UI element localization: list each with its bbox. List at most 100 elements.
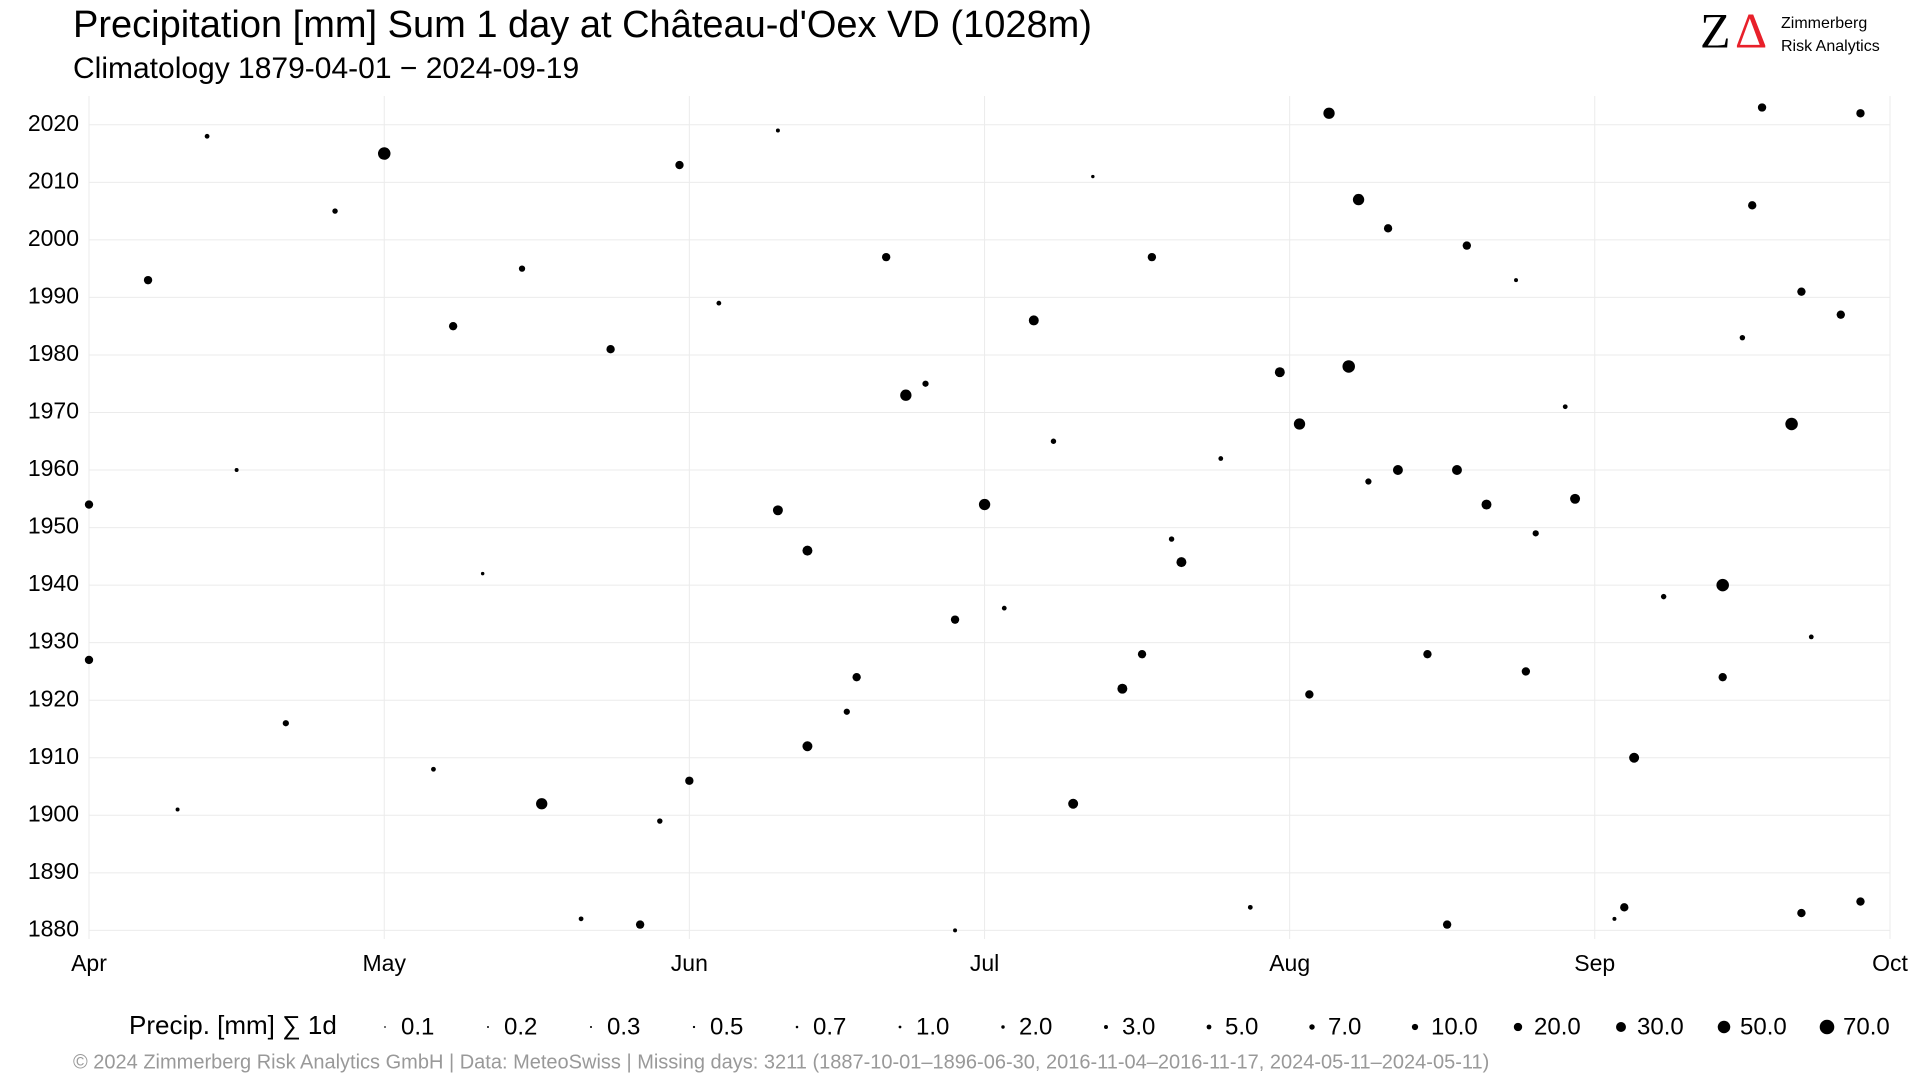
precip-dot	[1001, 605, 1007, 611]
x-tick-label: Apr	[71, 950, 107, 976]
y-tick-label: 2000	[28, 225, 79, 251]
y-tick-label: 2010	[28, 167, 79, 193]
legend-dot	[1104, 1025, 1108, 1029]
precip-dot	[282, 720, 289, 727]
precip-dot	[1836, 310, 1845, 319]
legend-label: 0.3	[607, 1013, 640, 1040]
legend-dot	[898, 1025, 902, 1029]
precip-dot	[536, 798, 548, 810]
y-tick-label: 1950	[28, 513, 79, 539]
precip-dot	[578, 916, 584, 922]
precip-dot	[204, 133, 210, 139]
precip-dot	[852, 673, 861, 682]
precip-dot	[1168, 536, 1175, 542]
legend-dot	[589, 1025, 593, 1029]
precip-dot	[1481, 499, 1492, 510]
precip-dot	[1176, 557, 1187, 568]
precip-dot	[1352, 193, 1365, 206]
precip-dot	[1274, 367, 1285, 378]
y-tick-label: 1910	[28, 743, 79, 769]
precip-dot	[1218, 456, 1224, 461]
precip-dot	[1797, 287, 1806, 296]
precip-dot	[1050, 438, 1057, 444]
y-tick-label: 1990	[28, 282, 79, 308]
legend-label: 50.0	[1740, 1013, 1787, 1040]
chart-title: Precipitation [mm] Sum 1 day at Château-…	[73, 4, 1092, 46]
precip-dot	[881, 252, 891, 262]
precip-dot	[431, 766, 436, 772]
precip-dot	[843, 708, 850, 715]
precip-dot	[1462, 241, 1471, 250]
precip-dot	[675, 160, 684, 170]
precip-dot	[1091, 174, 1095, 179]
x-tick-label: Jun	[671, 950, 708, 976]
precip-dot	[84, 655, 94, 665]
precip-dot	[685, 776, 694, 785]
logo-line2: Risk Analytics	[1781, 38, 1880, 55]
x-tick-label: Oct	[1872, 950, 1908, 976]
precip-dot	[1856, 897, 1865, 906]
precip-dot	[953, 928, 958, 933]
legend-label: 30.0	[1637, 1013, 1684, 1040]
caption: © 2024 Zimmerberg Risk Analytics GmbH | …	[73, 1051, 1489, 1073]
legend-dot	[1309, 1024, 1315, 1030]
y-tick-label: 1970	[28, 398, 79, 424]
y-tick-label: 1890	[28, 858, 79, 884]
x-tick-label: May	[363, 950, 407, 976]
precip-dot	[1785, 417, 1798, 431]
precip-dot	[1147, 252, 1157, 262]
precip-dot	[1718, 673, 1727, 682]
y-tick-label: 1900	[28, 800, 79, 826]
legend-title: Precip. [mm] ∑ 1d	[129, 1010, 337, 1040]
precip-dot	[1620, 903, 1629, 912]
precip-dot	[922, 380, 929, 387]
precip-dot	[1612, 916, 1617, 921]
legend-label: 0.1	[401, 1013, 434, 1040]
legend-dot	[1616, 1022, 1626, 1032]
precip-dot	[1365, 478, 1372, 485]
legend-label: 2.0	[1019, 1013, 1052, 1040]
precip-dot	[1629, 752, 1640, 763]
precip-dot	[1739, 334, 1746, 341]
precip-dot	[84, 500, 94, 509]
precip-dot	[1383, 224, 1393, 233]
legend-dot	[795, 1025, 799, 1029]
precip-dot	[377, 147, 391, 160]
precip-dot	[772, 505, 783, 516]
precip-dot	[1532, 530, 1539, 537]
precip-dot	[143, 275, 153, 285]
precip-dot	[448, 321, 458, 331]
precip-dot	[1117, 683, 1128, 694]
precip-dot	[1323, 107, 1335, 119]
y-tick-label: 1880	[28, 915, 79, 941]
precip-dot	[1342, 360, 1355, 373]
y-tick-label: 1930	[28, 628, 79, 654]
x-tick-label: Jul	[970, 950, 999, 976]
precip-dot	[716, 300, 722, 306]
precip-dot	[175, 807, 180, 812]
precip-dot	[606, 345, 615, 354]
legend-dot	[1819, 1019, 1835, 1035]
precip-dot	[1748, 201, 1757, 210]
legend-label: 10.0	[1431, 1013, 1478, 1040]
precip-dot	[480, 571, 485, 576]
y-tick-label: 1920	[28, 685, 79, 711]
precip-dot	[1305, 690, 1314, 699]
logo-line1: Zimmerberg	[1781, 15, 1867, 32]
precip-dot	[978, 498, 991, 511]
legend-dot	[487, 1026, 489, 1028]
legend-label: 70.0	[1843, 1013, 1890, 1040]
y-tick-label: 1940	[28, 570, 79, 596]
legend-dot	[384, 1026, 386, 1028]
legend-label: 0.7	[813, 1013, 846, 1040]
precip-dot	[1757, 103, 1767, 112]
precip-dot	[1442, 920, 1452, 929]
legend-dot	[1206, 1024, 1212, 1030]
legend-label: 0.2	[504, 1013, 537, 1040]
precip-dot	[1028, 315, 1039, 326]
precip-dot	[1716, 578, 1729, 592]
precip-dot	[1856, 109, 1865, 118]
precip-dot	[332, 208, 338, 214]
